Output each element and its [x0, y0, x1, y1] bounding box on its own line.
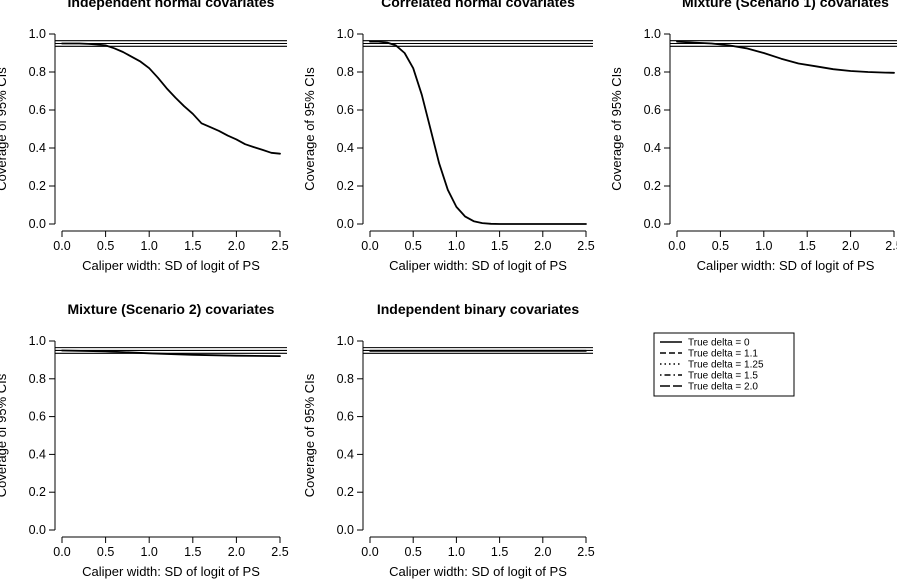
chart-panel-3: Mixture (Scenario 1) covariates 0.0 0.2 0.4…	[609, 0, 897, 273]
x-tick-label: 0.5	[97, 239, 114, 253]
y-tick-label: 0.4	[29, 447, 46, 461]
x-tick-label: 0.0	[668, 239, 685, 253]
y-tick-label: 0.0	[29, 217, 46, 231]
series-line	[369, 40, 587, 225]
panel-title: Independent binary covariates	[377, 301, 579, 317]
x-tick-label: 0.0	[53, 239, 70, 253]
y-tick-label: 0.4	[337, 447, 354, 461]
y-tick-label: 0.6	[29, 410, 46, 424]
x-tick-label: 1.5	[184, 545, 201, 559]
x-axis-label: Caliper width: SD of logit of PS	[82, 258, 260, 273]
legend-label: True delta = 2.0	[688, 382, 758, 393]
x-tick-label: 1.0	[448, 545, 465, 559]
y-tick-label: 1.0	[337, 334, 354, 348]
x-tick-label: 2.5	[271, 239, 288, 253]
y-axis-label: Coverage of 95% CIs	[609, 67, 624, 191]
x-tick-label: 1.0	[141, 239, 158, 253]
y-tick-label: 0.8	[29, 65, 46, 79]
x-tick-label: 2.5	[271, 545, 288, 559]
chart-panel-2: Correlated normal covariates 0.0 0.2 0.4 0.6…	[302, 0, 595, 273]
y-tick-label: 0.2	[644, 179, 661, 193]
y-tick-label: 0.6	[644, 103, 661, 117]
y-tick-label: 1.0	[644, 27, 661, 41]
y-tick-label: 0.2	[337, 485, 354, 499]
y-tick-label: 0.8	[644, 65, 661, 79]
y-tick-label: 0.2	[337, 179, 354, 193]
x-tick-label: 0.5	[712, 239, 729, 253]
x-tick-label: 0.0	[361, 545, 378, 559]
y-tick-label: 1.0	[29, 27, 46, 41]
y-axis-label: Coverage of 95% CIs	[302, 373, 317, 497]
x-tick-label: 2.0	[534, 545, 551, 559]
chart-panel-1: Independent normal covariates 0.0 0.2 0.4 0.…	[0, 0, 289, 273]
panel-title: Independent normal covariates	[68, 0, 275, 10]
y-tick-label: 0.2	[29, 485, 46, 499]
y-axis-label: Coverage of 95% CIs	[302, 67, 317, 191]
series-line	[61, 42, 281, 155]
y-tick-label: 0.2	[29, 179, 46, 193]
x-tick-label: 0.5	[405, 545, 422, 559]
x-tick-label: 1.5	[491, 545, 508, 559]
x-tick-label: 1.5	[491, 239, 508, 253]
x-tick-label: 0.5	[405, 239, 422, 253]
x-tick-label: 2.5	[577, 239, 594, 253]
x-tick-label: 2.0	[534, 239, 551, 253]
y-tick-label: 0.8	[337, 372, 354, 386]
legend-label: True delta = 1.1	[688, 349, 758, 360]
y-tick-label: 0.6	[29, 103, 46, 117]
y-tick-label: 0.4	[644, 141, 661, 155]
x-tick-label: 0.5	[97, 545, 114, 559]
x-tick-label: 2.0	[842, 239, 859, 253]
x-tick-label: 2.5	[885, 239, 897, 253]
x-tick-label: 1.5	[184, 239, 201, 253]
y-tick-label: 1.0	[29, 334, 46, 348]
y-axis-label: Coverage of 95% CIs	[0, 67, 9, 191]
y-tick-label: 0.0	[29, 523, 46, 537]
legend-label: True delta = 1.5	[688, 371, 758, 382]
chart-panel-5: Independent binary covariates 0.0 0.2 0.4 0.…	[302, 301, 595, 579]
y-axis-label: Coverage of 95% CIs	[0, 373, 9, 497]
x-tick-label: 0.0	[361, 239, 378, 253]
y-tick-label: 0.0	[337, 217, 354, 231]
y-tick-label: 0.4	[337, 141, 354, 155]
x-axis-label: Caliper width: SD of logit of PS	[389, 564, 567, 579]
y-tick-label: 1.0	[337, 27, 354, 41]
x-tick-label: 0.0	[53, 545, 70, 559]
y-tick-label: 0.8	[337, 65, 354, 79]
y-tick-label: 0.6	[337, 103, 354, 117]
legend-label: True delta = 1.25	[688, 360, 764, 371]
x-tick-label: 1.5	[799, 239, 816, 253]
x-tick-label: 1.0	[448, 239, 465, 253]
y-tick-label: 0.4	[29, 141, 46, 155]
x-axis-label: Caliper width: SD of logit of PS	[697, 258, 875, 273]
y-tick-label: 0.6	[337, 410, 354, 424]
x-tick-label: 2.0	[228, 545, 245, 559]
series-line	[676, 40, 895, 74]
y-tick-label: 0.8	[29, 372, 46, 386]
panel-title: Correlated normal covariates	[381, 0, 575, 10]
panel-title: Mixture (Scenario 2) covariates	[68, 301, 275, 317]
x-axis-label: Caliper width: SD of logit of PS	[389, 258, 567, 273]
x-tick-label: 2.5	[577, 545, 594, 559]
x-tick-label: 1.0	[141, 545, 158, 559]
x-tick-label: 2.0	[228, 239, 245, 253]
series-line	[61, 349, 281, 358]
panel-title: Mixture (Scenario 1) covariates	[682, 0, 889, 10]
x-axis-label: Caliper width: SD of logit of PS	[82, 564, 260, 579]
legend-label: True delta = 0	[688, 338, 750, 349]
y-tick-label: 0.0	[337, 523, 354, 537]
x-tick-label: 1.0	[755, 239, 772, 253]
chart-panel-4: Mixture (Scenario 2) covariates 0.0 0.2 0.4…	[0, 301, 289, 579]
y-tick-label: 0.0	[644, 217, 661, 231]
